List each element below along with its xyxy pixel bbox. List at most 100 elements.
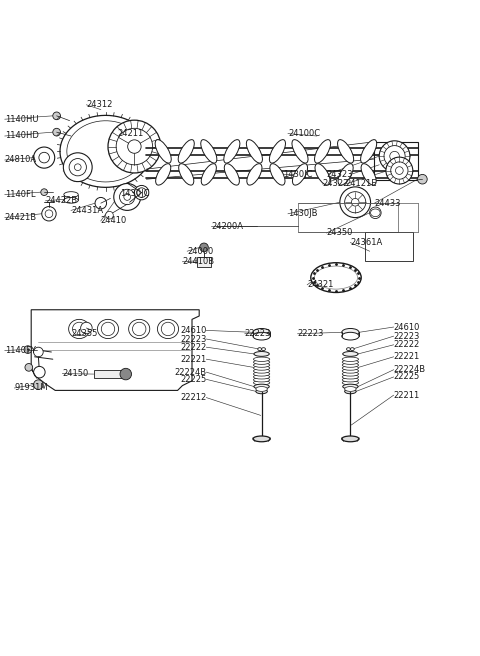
Ellipse shape bbox=[157, 319, 179, 338]
Circle shape bbox=[120, 190, 135, 205]
Circle shape bbox=[41, 189, 48, 195]
Text: 22222: 22222 bbox=[180, 342, 206, 352]
Text: 22225: 22225 bbox=[394, 373, 420, 381]
Circle shape bbox=[24, 346, 32, 354]
Text: 22212: 22212 bbox=[180, 393, 206, 402]
Ellipse shape bbox=[253, 372, 270, 376]
Ellipse shape bbox=[342, 378, 359, 382]
Text: 24410: 24410 bbox=[101, 216, 127, 226]
Circle shape bbox=[120, 368, 132, 380]
Ellipse shape bbox=[254, 384, 269, 389]
Ellipse shape bbox=[224, 164, 240, 185]
Ellipse shape bbox=[342, 380, 359, 385]
Text: 24410B: 24410B bbox=[182, 257, 215, 266]
Ellipse shape bbox=[292, 164, 308, 185]
Ellipse shape bbox=[342, 375, 359, 379]
Text: 1140FY: 1140FY bbox=[5, 346, 36, 355]
Text: 24200A: 24200A bbox=[211, 222, 243, 231]
Text: 24610: 24610 bbox=[394, 323, 420, 331]
Ellipse shape bbox=[345, 386, 356, 392]
Text: 24421B: 24421B bbox=[5, 213, 37, 222]
Ellipse shape bbox=[247, 164, 262, 185]
Text: 24355: 24355 bbox=[71, 329, 97, 338]
Ellipse shape bbox=[253, 363, 270, 367]
Ellipse shape bbox=[64, 197, 78, 203]
Ellipse shape bbox=[342, 366, 359, 370]
Circle shape bbox=[161, 322, 175, 336]
Text: 24100C: 24100C bbox=[288, 129, 320, 138]
Ellipse shape bbox=[253, 375, 270, 379]
Ellipse shape bbox=[347, 348, 350, 350]
Ellipse shape bbox=[315, 164, 330, 185]
Ellipse shape bbox=[253, 378, 270, 382]
Text: 22224B: 22224B bbox=[174, 367, 206, 377]
Text: 22223: 22223 bbox=[245, 329, 271, 338]
Text: 22211: 22211 bbox=[394, 391, 420, 400]
Circle shape bbox=[386, 157, 413, 184]
Circle shape bbox=[72, 322, 86, 336]
Ellipse shape bbox=[129, 319, 150, 338]
Ellipse shape bbox=[342, 372, 359, 376]
Ellipse shape bbox=[314, 140, 331, 163]
Ellipse shape bbox=[69, 319, 90, 338]
Ellipse shape bbox=[156, 164, 171, 185]
Text: 1430JC: 1430JC bbox=[120, 189, 149, 198]
Text: 24000: 24000 bbox=[187, 247, 214, 256]
Ellipse shape bbox=[256, 386, 267, 392]
Circle shape bbox=[53, 129, 60, 136]
Text: 1140HD: 1140HD bbox=[5, 131, 39, 140]
Ellipse shape bbox=[311, 262, 361, 293]
Circle shape bbox=[137, 188, 146, 197]
Circle shape bbox=[69, 159, 86, 176]
Ellipse shape bbox=[253, 329, 270, 336]
Ellipse shape bbox=[246, 140, 263, 163]
Text: 22223: 22223 bbox=[298, 329, 324, 338]
Ellipse shape bbox=[97, 319, 119, 338]
Ellipse shape bbox=[343, 384, 358, 389]
Circle shape bbox=[128, 140, 141, 154]
Text: 22224B: 22224B bbox=[394, 365, 426, 375]
Ellipse shape bbox=[345, 389, 356, 394]
Ellipse shape bbox=[254, 352, 269, 356]
Ellipse shape bbox=[342, 369, 359, 373]
Bar bbox=[94, 370, 125, 379]
Ellipse shape bbox=[64, 192, 78, 197]
Text: 1430JB: 1430JB bbox=[288, 209, 317, 218]
Circle shape bbox=[370, 207, 381, 218]
Circle shape bbox=[45, 210, 53, 218]
Ellipse shape bbox=[253, 366, 270, 370]
Ellipse shape bbox=[337, 140, 354, 163]
Ellipse shape bbox=[253, 333, 270, 340]
Circle shape bbox=[63, 153, 92, 182]
Text: 1140FL: 1140FL bbox=[5, 190, 36, 199]
Text: 22221: 22221 bbox=[394, 352, 420, 361]
Circle shape bbox=[116, 129, 153, 165]
Text: 22222: 22222 bbox=[394, 340, 420, 349]
Ellipse shape bbox=[253, 360, 270, 364]
Text: 24810A: 24810A bbox=[5, 155, 37, 165]
Ellipse shape bbox=[342, 333, 359, 340]
Text: 24431A: 24431A bbox=[71, 206, 103, 215]
Ellipse shape bbox=[342, 363, 359, 367]
Circle shape bbox=[390, 152, 399, 161]
Bar bbox=[197, 257, 211, 266]
Text: 1140HU: 1140HU bbox=[5, 115, 38, 124]
Circle shape bbox=[384, 146, 405, 167]
Text: 91931M: 91931M bbox=[14, 384, 48, 392]
Ellipse shape bbox=[155, 140, 171, 163]
Text: 22223: 22223 bbox=[180, 335, 206, 344]
Circle shape bbox=[345, 192, 366, 213]
Circle shape bbox=[81, 322, 92, 334]
Text: 22221: 22221 bbox=[180, 355, 206, 363]
Circle shape bbox=[74, 164, 81, 171]
Ellipse shape bbox=[342, 360, 359, 364]
Circle shape bbox=[418, 174, 427, 184]
Circle shape bbox=[132, 322, 146, 336]
Text: 24121E: 24121E bbox=[346, 180, 377, 188]
Circle shape bbox=[34, 367, 45, 378]
Text: 24361A: 24361A bbox=[350, 238, 383, 247]
Circle shape bbox=[39, 152, 49, 163]
Text: 22223: 22223 bbox=[394, 332, 420, 340]
Circle shape bbox=[396, 167, 403, 174]
Text: 24610: 24610 bbox=[180, 326, 206, 335]
